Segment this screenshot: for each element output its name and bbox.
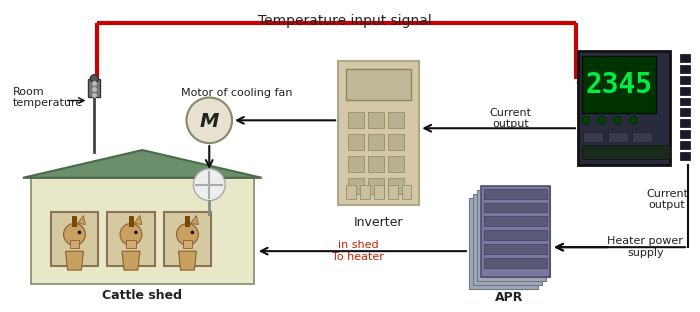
Text: APR: APR	[496, 291, 524, 304]
Bar	[484, 202, 547, 212]
Bar	[473, 194, 542, 285]
Bar	[164, 212, 211, 266]
Bar	[484, 258, 547, 268]
Text: Motor of cooling fan: Motor of cooling fan	[181, 88, 293, 98]
Circle shape	[629, 116, 638, 124]
Circle shape	[582, 116, 590, 124]
Bar	[132, 216, 134, 227]
Bar	[360, 185, 370, 199]
Polygon shape	[78, 216, 85, 225]
Text: Cattle shed: Cattle shed	[102, 289, 183, 302]
Bar	[131, 216, 133, 227]
Bar	[680, 98, 690, 105]
Bar	[368, 178, 384, 194]
Text: M: M	[199, 112, 219, 131]
Text: 2345: 2345	[586, 71, 652, 99]
Bar	[680, 119, 690, 127]
Circle shape	[598, 116, 606, 124]
Bar	[130, 216, 132, 227]
Bar	[74, 216, 76, 227]
Bar	[578, 51, 670, 165]
Bar	[368, 134, 384, 150]
Bar	[188, 216, 190, 227]
Bar	[680, 87, 690, 95]
Bar	[582, 145, 670, 159]
Bar	[348, 134, 364, 150]
Text: Current
output: Current output	[646, 189, 688, 210]
Text: Temperature input signal: Temperature input signal	[258, 14, 432, 28]
Bar	[469, 197, 538, 289]
Bar	[368, 156, 384, 172]
Bar	[346, 69, 412, 100]
Polygon shape	[122, 251, 140, 270]
Bar	[129, 216, 131, 227]
Bar	[484, 189, 547, 199]
Bar	[583, 132, 603, 142]
Bar	[484, 244, 547, 254]
Text: Room
temperature: Room temperature	[13, 87, 83, 108]
Bar	[107, 212, 155, 266]
Bar	[188, 216, 190, 227]
Bar	[186, 216, 188, 227]
Circle shape	[134, 231, 138, 234]
Bar	[633, 132, 652, 142]
Text: Heater power
supply: Heater power supply	[608, 236, 683, 258]
Polygon shape	[23, 150, 262, 178]
Bar	[374, 185, 384, 199]
Bar	[680, 54, 690, 62]
Bar	[348, 156, 364, 172]
Bar	[481, 186, 550, 277]
Text: Current
output: Current output	[489, 108, 531, 129]
Bar	[388, 156, 403, 172]
Bar	[31, 178, 254, 284]
Polygon shape	[134, 216, 142, 225]
Circle shape	[186, 98, 232, 143]
Bar	[388, 178, 403, 194]
Bar	[680, 65, 690, 73]
Bar	[183, 240, 193, 248]
Bar	[69, 240, 79, 248]
Circle shape	[193, 169, 225, 201]
Bar	[73, 216, 74, 227]
Circle shape	[64, 223, 85, 245]
Bar	[388, 134, 403, 150]
Bar	[186, 216, 188, 227]
Bar	[338, 61, 419, 205]
Bar	[348, 178, 364, 194]
Circle shape	[120, 223, 142, 245]
Bar	[484, 217, 547, 227]
Bar	[680, 76, 690, 84]
Polygon shape	[178, 251, 197, 270]
Bar	[88, 79, 100, 96]
Bar	[76, 216, 78, 227]
Polygon shape	[66, 251, 83, 270]
Bar	[582, 56, 656, 113]
Bar	[346, 185, 356, 199]
Bar	[481, 186, 550, 277]
Circle shape	[78, 231, 81, 234]
Polygon shape	[190, 216, 198, 225]
Text: Inverter: Inverter	[354, 217, 403, 229]
Bar	[74, 216, 76, 227]
Circle shape	[614, 116, 622, 124]
Bar	[126, 240, 136, 248]
Bar	[368, 112, 384, 128]
Bar	[484, 230, 547, 240]
Bar	[680, 141, 690, 149]
Bar	[680, 152, 690, 160]
Bar	[680, 130, 690, 138]
Text: in shed
To heater: in shed To heater	[332, 240, 384, 262]
Bar	[402, 185, 412, 199]
Bar	[388, 112, 403, 128]
Bar	[608, 132, 627, 142]
Bar	[680, 109, 690, 116]
Bar	[50, 212, 98, 266]
Circle shape	[176, 223, 198, 245]
Bar	[348, 112, 364, 128]
Bar	[477, 190, 546, 281]
Bar	[388, 185, 398, 199]
Circle shape	[90, 75, 98, 83]
Circle shape	[190, 231, 194, 234]
